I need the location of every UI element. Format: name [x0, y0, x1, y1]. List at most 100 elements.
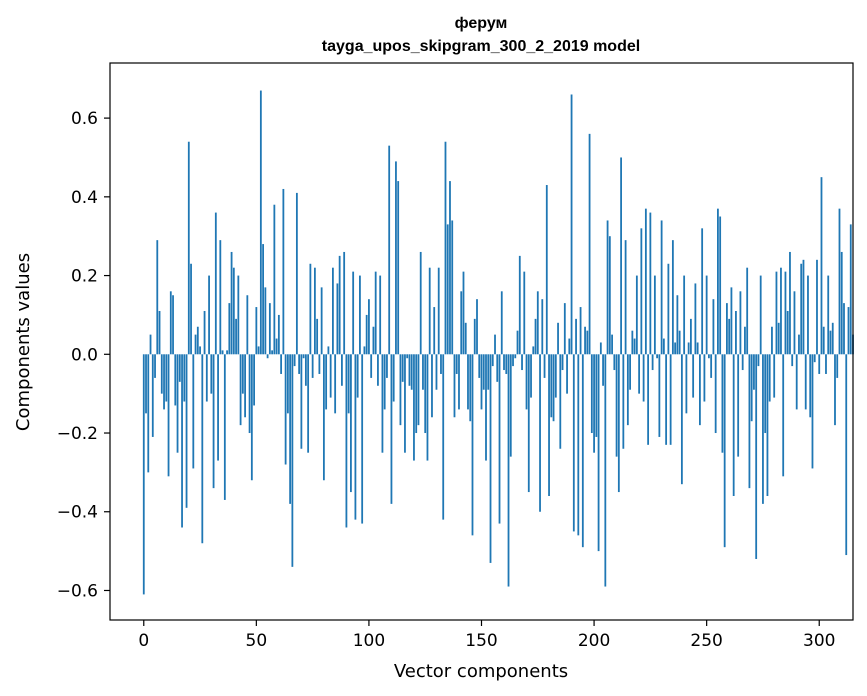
bar-113 — [397, 181, 400, 355]
bar-33 — [217, 354, 219, 461]
bar-224 — [647, 354, 650, 445]
bar-287 — [789, 251, 791, 355]
bar-282 — [777, 322, 780, 355]
bar-207 — [608, 236, 611, 355]
bar-135 — [446, 224, 449, 355]
bar-145 — [469, 354, 472, 422]
bar-72 — [304, 354, 307, 386]
bar-181 — [550, 354, 553, 418]
bar-245 — [694, 283, 697, 355]
bar-290 — [795, 354, 798, 410]
bar-246 — [696, 342, 699, 355]
bar-118 — [408, 354, 411, 386]
bar-189 — [568, 338, 571, 355]
bar-307 — [834, 354, 836, 426]
bar-54 — [264, 287, 267, 355]
bar-220 — [638, 354, 641, 394]
bar-308 — [836, 354, 839, 378]
bar-311 — [843, 303, 845, 355]
bar-285 — [784, 271, 787, 355]
bar-302 — [822, 326, 825, 355]
bar-58 — [273, 204, 276, 355]
bar-85 — [334, 354, 337, 414]
bar-87 — [338, 255, 341, 355]
bar-65 — [289, 354, 292, 504]
bar-88 — [341, 354, 343, 386]
bar-160 — [503, 354, 505, 371]
bar-61 — [280, 354, 283, 374]
bar-176 — [539, 354, 541, 512]
chart-title: ферум — [455, 15, 508, 32]
bar-314 — [849, 224, 852, 355]
bar-108 — [386, 354, 388, 378]
bar-143 — [464, 322, 467, 355]
bar-104 — [377, 354, 379, 386]
bar-281 — [775, 271, 778, 355]
bar-6 — [156, 240, 159, 355]
bar-210 — [615, 354, 618, 457]
bar-115 — [401, 354, 404, 382]
bar-166 — [516, 330, 519, 355]
bar-47 — [248, 354, 251, 434]
bar-253 — [712, 299, 715, 355]
bar-272 — [755, 354, 758, 559]
bar-190 — [570, 94, 573, 355]
bar-158 — [498, 354, 501, 524]
bar-264 — [737, 354, 740, 457]
bar-214 — [624, 240, 627, 355]
x-tick-label: 300 — [803, 631, 835, 651]
bar-200 — [593, 354, 595, 453]
bar-289 — [793, 291, 796, 355]
bar-252 — [710, 354, 713, 378]
bar-233 — [667, 263, 670, 355]
bar-2 — [147, 354, 150, 473]
bar-261 — [730, 287, 733, 355]
bar-30 — [210, 354, 213, 394]
bar-297 — [811, 354, 814, 469]
bar-243 — [689, 318, 692, 355]
bar-141 — [460, 291, 463, 355]
bar-126 — [426, 354, 429, 461]
bar-82 — [327, 346, 330, 355]
bar-31 — [212, 354, 215, 489]
bar-150 — [480, 354, 483, 410]
bar-8 — [160, 354, 163, 394]
bar-89 — [343, 251, 346, 355]
chart-subtitle: tayga_upos_skipgram_300_2_2019 model — [322, 38, 640, 55]
bar-128 — [431, 354, 433, 418]
bar-117 — [406, 354, 409, 359]
bar-107 — [383, 354, 386, 410]
bar-136 — [449, 181, 451, 355]
bar-234 — [669, 354, 672, 445]
bar-90 — [345, 354, 348, 528]
bar-77 — [316, 318, 319, 355]
bar-254 — [714, 354, 717, 434]
bar-223 — [644, 208, 647, 355]
bar-116 — [404, 354, 406, 453]
bar-231 — [662, 338, 665, 355]
bar-80 — [322, 354, 325, 481]
bar-313 — [847, 307, 850, 355]
bar-191 — [572, 354, 575, 532]
bar-73 — [307, 354, 310, 453]
bar-265 — [739, 291, 742, 355]
bar-51 — [257, 346, 260, 355]
bar-178 — [543, 354, 546, 378]
bar-167 — [518, 255, 521, 355]
bar-300 — [818, 354, 821, 374]
bar-36 — [223, 354, 226, 500]
bar-221 — [640, 228, 643, 355]
bar-239 — [680, 354, 683, 485]
bar-148 — [476, 299, 478, 355]
bar-219 — [635, 275, 638, 355]
bar-225 — [649, 212, 652, 355]
bar-103 — [374, 271, 377, 355]
bar-109 — [388, 145, 391, 355]
bar-278 — [768, 354, 771, 402]
bar-37 — [226, 350, 228, 355]
bar-68 — [295, 192, 298, 355]
bar-195 — [581, 354, 584, 548]
bar-180 — [548, 354, 550, 496]
bar-152 — [485, 354, 487, 461]
